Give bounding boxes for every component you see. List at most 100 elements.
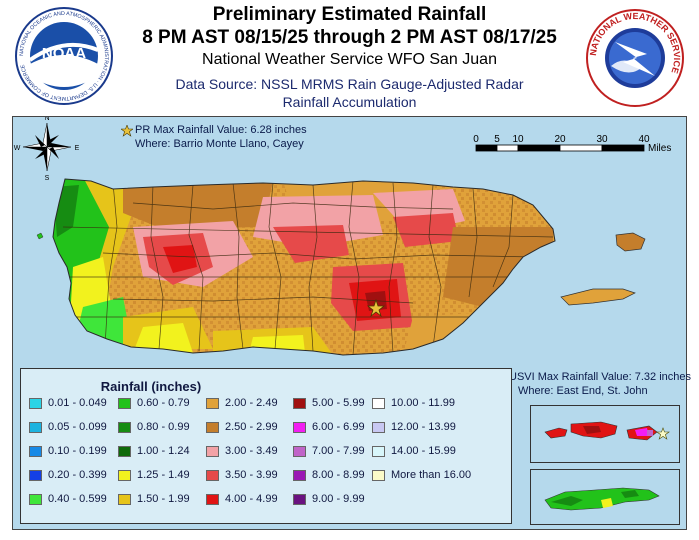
scale-bar-tick-label: 0	[473, 134, 479, 145]
desecheo-island	[36, 232, 44, 240]
scale-bar-tick-label: 5	[494, 134, 500, 145]
legend-swatch	[206, 397, 219, 409]
legend-swatch	[372, 445, 385, 457]
legend-label: 2.00 - 2.49	[225, 397, 278, 410]
usvi-max-rainfall-label: USVI Max Rainfall Value: 7.32 inches	[509, 371, 691, 383]
legend-item: 2.00 - 2.49	[206, 397, 278, 411]
usvi-st-croix-inset	[530, 469, 680, 525]
legend-label: 1.00 - 1.24	[137, 445, 190, 458]
scale-bar-segment	[559, 144, 603, 152]
legend-label: 0.20 - 0.399	[48, 469, 107, 482]
legend-item: 4.00 - 4.99	[206, 493, 278, 507]
rainfall-legend: Rainfall (inches) 0.01 - 0.049 0.05 - 0.0…	[20, 368, 512, 524]
data-source-line-1: Data Source: NSSL MRMS Rain Gauge-Adjust…	[175, 76, 524, 92]
legend-item: 0.60 - 0.79	[118, 397, 190, 411]
legend-swatch	[29, 469, 42, 481]
legend-swatch	[29, 445, 42, 457]
compass-rose: N S W E	[14, 117, 80, 182]
legend-item: 10.00 - 11.99	[372, 397, 455, 411]
legend-label: 12.00 - 13.99	[391, 421, 456, 434]
legend-item: 0.10 - 0.199	[29, 445, 107, 459]
legend-item: 0.40 - 0.599	[29, 493, 107, 507]
compass-s-label: S	[45, 175, 50, 182]
pr-max-rainfall-label: PR Max Rainfall Value: 6.28 inches	[135, 124, 307, 136]
legend-label: More than 16.00	[391, 469, 472, 482]
culebra-island	[615, 232, 646, 252]
legend-swatch	[206, 469, 219, 481]
legend-label: 0.60 - 0.79	[137, 397, 190, 410]
scale-bar-unit-label: Miles	[648, 143, 671, 154]
scale-bar-segment	[517, 144, 561, 152]
legend-swatch	[293, 421, 306, 433]
compass-e-label: E	[75, 145, 80, 152]
legend-label: 1.25 - 1.49	[137, 469, 190, 482]
legend-swatch	[206, 445, 219, 457]
legend-item: More than 16.00	[372, 469, 471, 483]
scale-bar-segment	[601, 144, 645, 152]
legend-item: 3.50 - 3.99	[206, 469, 278, 483]
legend-item: 9.00 - 9.99	[293, 493, 365, 507]
legend-swatch	[206, 421, 219, 433]
legend-swatch	[293, 469, 306, 481]
legend-swatch	[118, 397, 131, 409]
legend-item: 1.25 - 1.49	[118, 469, 190, 483]
legend-item: 0.05 - 0.099	[29, 421, 107, 435]
pr-max-rainfall-location: Where: Barrio Monte Llano, Cayey	[135, 138, 304, 150]
legend-label: 14.00 - 15.99	[391, 445, 456, 458]
scale-bar-segment	[475, 144, 498, 152]
noaa-center-text: NOAA	[42, 45, 86, 62]
legend-label: 5.00 - 5.99	[312, 397, 365, 410]
scale-bar-tick-label: 30	[596, 134, 608, 145]
legend-label: 10.00 - 11.99	[391, 397, 456, 410]
legend-swatch	[118, 493, 131, 505]
vieques-island	[560, 288, 636, 306]
legend-item: 0.01 - 0.049	[29, 397, 107, 411]
pr-max-note-star-icon	[121, 125, 133, 137]
legend-item: 7.00 - 7.99	[293, 445, 365, 459]
legend-item: 8.00 - 8.99	[293, 469, 365, 483]
legend-swatch	[29, 421, 42, 433]
legend-label: 0.05 - 0.099	[48, 421, 107, 434]
scale-bar-tick-label: 20	[554, 134, 566, 145]
legend-label: 4.00 - 4.99	[225, 493, 278, 506]
legend-swatch	[29, 493, 42, 505]
legend-label: 2.50 - 2.99	[225, 421, 278, 434]
legend-item: 3.00 - 3.49	[206, 445, 278, 459]
legend-swatch	[372, 397, 385, 409]
legend-swatch	[372, 421, 385, 433]
legend-label: 3.50 - 3.99	[225, 469, 278, 482]
legend-item: 12.00 - 13.99	[372, 421, 456, 435]
legend-label: 3.00 - 3.49	[225, 445, 278, 458]
legend-title: Rainfall (inches)	[100, 379, 202, 394]
scale-bar-tick-label: 40	[638, 134, 650, 145]
nws-logo: NATIONAL WEATHER SERVICE	[586, 9, 684, 107]
legend-label: 9.00 - 9.99	[312, 493, 365, 506]
legend-swatch	[372, 469, 385, 481]
usvi-max-rainfall-location: Where: East End, St. John	[518, 385, 648, 397]
legend-swatch	[118, 469, 131, 481]
legend-label: 0.10 - 0.199	[48, 445, 107, 458]
pr-max-rainfall-star	[366, 298, 386, 318]
legend-swatch	[118, 445, 131, 457]
legend-item: 5.00 - 5.99	[293, 397, 365, 411]
compass-n-label: N	[44, 117, 49, 122]
noaa-logo: NOAA NATIONAL OCEANIC AND ATMOSPHERIC AD…	[15, 7, 113, 105]
legend-item: 0.20 - 0.399	[29, 469, 107, 483]
legend-item: 2.50 - 2.99	[206, 421, 278, 435]
usvi-max-rainfall-star	[656, 427, 670, 440]
legend-label: 0.01 - 0.049	[48, 397, 107, 410]
legend-label: 8.00 - 8.99	[312, 469, 365, 482]
legend-label: 0.80 - 0.99	[137, 421, 190, 434]
legend-label: 6.00 - 6.99	[312, 421, 365, 434]
legend-item: 1.50 - 1.99	[118, 493, 190, 507]
legend-item: 6.00 - 6.99	[293, 421, 365, 435]
office-name: National Weather Service WFO San Juan	[202, 51, 497, 68]
scale-bar-tick-label: 10	[512, 134, 524, 145]
title-line-2: 8 PM AST 08/15/25 through 2 PM AST 08/17…	[142, 27, 557, 48]
legend-item: 14.00 - 15.99	[372, 445, 456, 459]
usvi-north-inset	[530, 405, 680, 463]
data-source-line-2: Rainfall Accumulation	[282, 94, 417, 110]
legend-swatch	[293, 397, 306, 409]
